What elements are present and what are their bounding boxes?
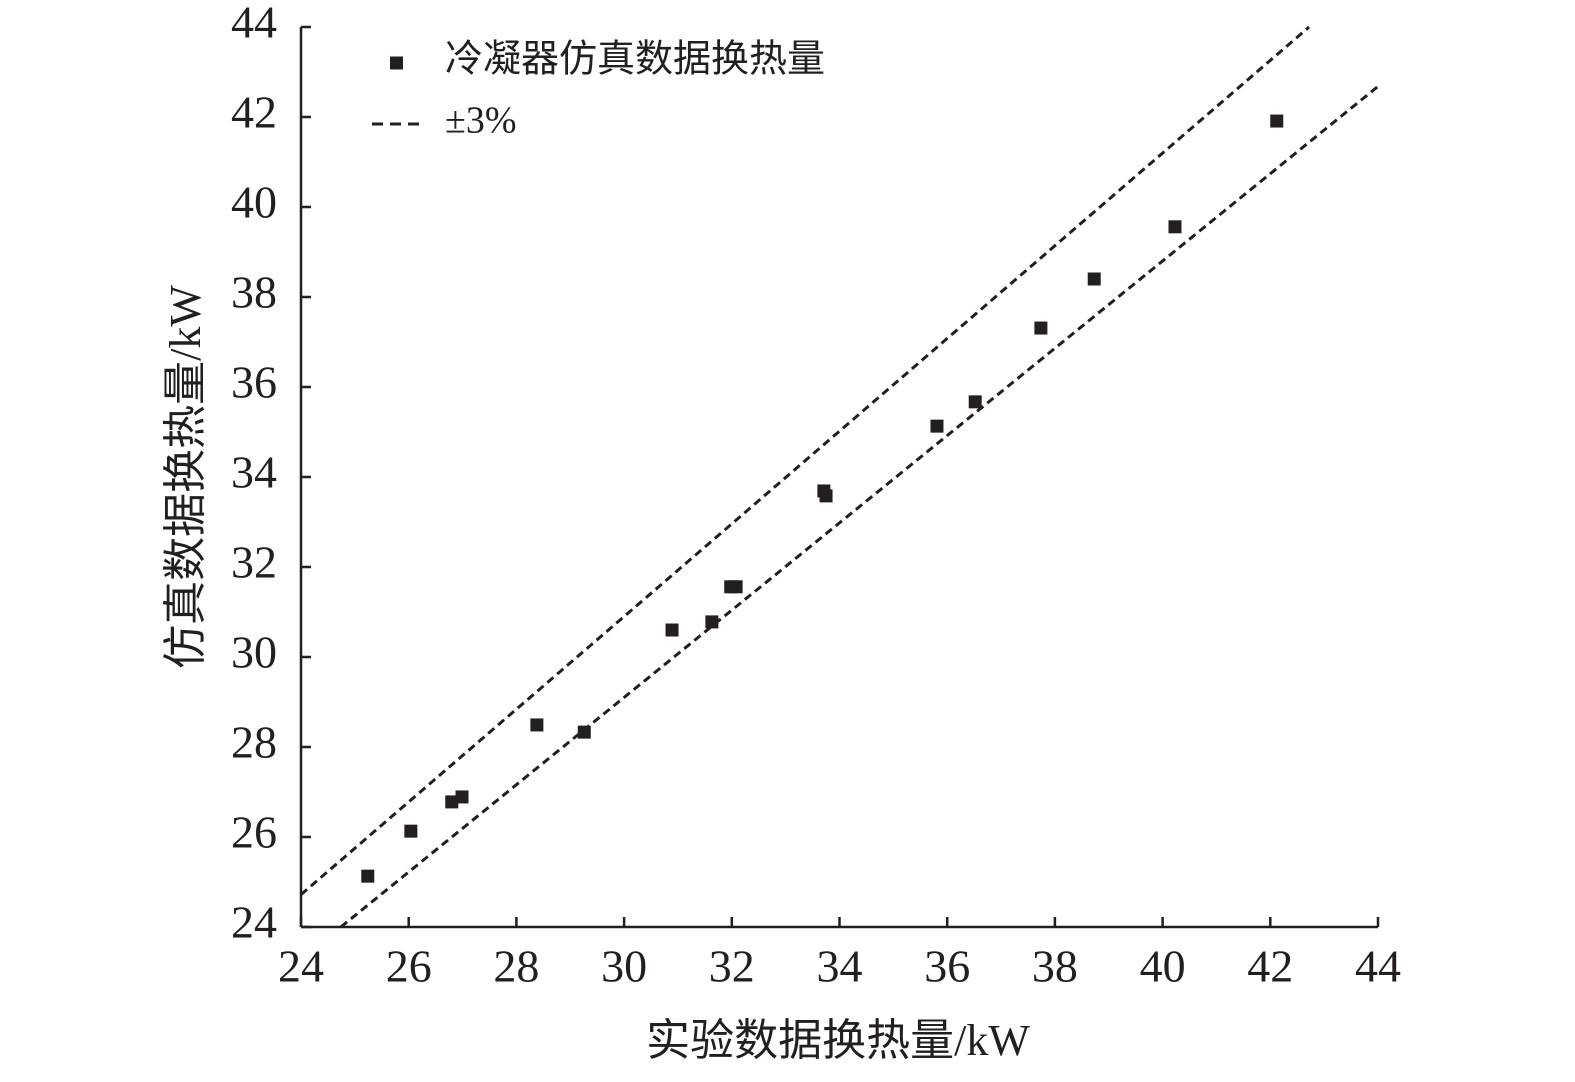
x-tick-label: 38 xyxy=(1032,941,1078,992)
y-axis-title: 仿真数据换热量/kW xyxy=(161,285,210,669)
y-tick-label: 30 xyxy=(231,627,277,678)
y-tick-label: 34 xyxy=(231,447,277,498)
y-tick-label: 44 xyxy=(231,0,277,48)
point xyxy=(1168,220,1182,234)
y-tick-label: 38 xyxy=(231,267,277,318)
point xyxy=(930,419,944,433)
point xyxy=(819,489,833,503)
point xyxy=(530,718,544,732)
y-tick-label: 42 xyxy=(231,87,277,138)
point xyxy=(404,824,418,838)
y-tick-label: 26 xyxy=(231,807,277,858)
x-axis-title: 实验数据换热量/kW xyxy=(646,1016,1030,1065)
point xyxy=(1087,272,1101,286)
y-tick-label: 40 xyxy=(231,177,277,228)
x-tick-label: 40 xyxy=(1140,941,1186,992)
point xyxy=(1034,321,1048,335)
legend-label: 冷凝器仿真数据换热量 xyxy=(445,39,825,81)
x-tick-label: 32 xyxy=(709,941,755,992)
x-tick-label: 36 xyxy=(924,941,970,992)
x-tick-label: 30 xyxy=(601,941,647,992)
point xyxy=(1270,114,1284,128)
reference-line xyxy=(339,85,1379,929)
point xyxy=(729,580,743,594)
y-tick-label: 32 xyxy=(231,537,277,588)
legend-swatch xyxy=(390,56,403,70)
reference-line xyxy=(300,25,1311,896)
legend-label: ±3% xyxy=(445,100,517,142)
y-tick-label: 36 xyxy=(231,357,277,408)
x-tick-label: 44 xyxy=(1355,941,1401,992)
y-tick-label: 24 xyxy=(231,897,277,948)
point xyxy=(455,790,469,804)
point xyxy=(705,615,719,629)
x-tick-label: 42 xyxy=(1247,941,1293,992)
x-tick-label: 26 xyxy=(386,941,432,992)
point xyxy=(665,623,679,637)
x-tick-label: 24 xyxy=(278,941,324,992)
x-tick-label: 28 xyxy=(493,941,539,992)
point xyxy=(968,395,982,409)
point xyxy=(361,869,375,883)
point xyxy=(445,795,459,809)
y-tick-label: 28 xyxy=(231,717,277,768)
x-tick-label: 34 xyxy=(817,941,863,992)
